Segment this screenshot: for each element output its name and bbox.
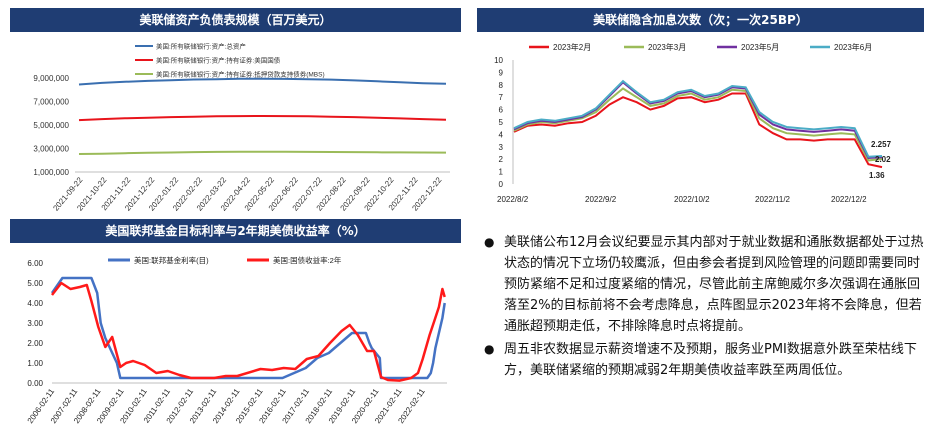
- y-tick-label: 6.00: [27, 259, 43, 268]
- y-tick-label: 5: [499, 118, 504, 127]
- legend-label: 2023年5月: [741, 42, 779, 52]
- y-tick-label: 4.00: [27, 299, 43, 308]
- x-tick-label: 2022/8/2: [497, 195, 529, 204]
- annotation-label: 2.02: [875, 155, 891, 164]
- y-tick-label: 2: [499, 155, 504, 164]
- series-line: [78, 150, 447, 155]
- x-tick-label: 2022/10/2: [674, 195, 710, 204]
- legend-label: 2023年3月: [648, 42, 686, 52]
- hikes-chart: 2023年2月 2023年3月 2023年5月 2023年6月 0 1 2 3 4 5 6 7 8 9 10…: [494, 42, 892, 204]
- balance-chart: 美国:所有联储银行:资产:总资产美国:所有联储银行:资产:持有证券:美国国债美国…: [33, 42, 450, 213]
- y-tick-label: 5,000,000: [33, 121, 69, 130]
- x-tick-label: 2022/11/2: [755, 195, 791, 204]
- legend-label: 美国:所有联储银行:资产:持有证券:抵押贷款支持债券(MBS): [156, 70, 325, 79]
- y-tick-label: 1,000,000: [33, 168, 69, 177]
- y-tick-label: 0: [499, 180, 504, 189]
- y-tick-label: 2.00: [27, 339, 43, 348]
- y-tick-label: 6: [499, 106, 504, 115]
- series-line: [513, 80, 883, 160]
- series-line: [78, 77, 447, 86]
- x-tick-label: 2022/12/2: [831, 195, 867, 204]
- y-tick-label: 7,000,000: [33, 98, 69, 107]
- x-tick-label: 2022/9/2: [585, 195, 617, 204]
- y-tick-label: 10: [494, 56, 503, 65]
- bullet-dot-icon: ●: [484, 342, 495, 356]
- bullet-item: ● 周五非农数据显示薪资增速不及预期，服务业PMI数据意外跌至荣枯线下方，美联储紧…: [478, 339, 924, 381]
- series-line: [513, 87, 883, 162]
- bullet-text: 周五非农数据显示薪资增速不及预期，服务业PMI数据意外跌至荣枯线下方，美联储紧缩…: [504, 342, 917, 378]
- y-tick-label: 5.00: [27, 279, 43, 288]
- hikes-header: 美联储隐含加息次数（次；一次25BP）: [477, 8, 924, 32]
- bullet-text: 美联储公布12月会议纪要显示其内部对于就业数据和通胀数据都处于过热状态的情况下立…: [504, 235, 924, 334]
- annotation-label: 1.36: [869, 171, 885, 180]
- y-tick-label: 9,000,000: [33, 74, 69, 83]
- legend-label: 美国:所有联储银行:资产:持有证券:美国国债: [156, 56, 281, 65]
- rates-chart: 美国:联邦基金利率(目) 美国:国债收益率:2年 0.00 1.00 2.00 3.00 4…: [26, 255, 447, 425]
- legend-label: 2023年6月: [834, 42, 872, 52]
- legend-label: 美国:所有联储银行:资产:总资产: [156, 42, 246, 51]
- y-tick-label: 3.00: [27, 319, 43, 328]
- commentary: ● 美联储公布12月会议纪要显示其内部对于就业数据和通胀数据都处于过热状态的情况下…: [478, 232, 924, 381]
- y-tick-label: 8: [499, 81, 504, 90]
- series-line: [513, 79, 883, 158]
- series-line: [50, 276, 446, 380]
- balance-header: 美联储资产负债表规模（百万美元）: [10, 8, 461, 32]
- annotation-label: 2.257: [871, 140, 892, 149]
- series-line: [78, 114, 447, 122]
- series-line: [513, 92, 883, 169]
- y-tick-label: 0.00: [27, 379, 43, 388]
- y-tick-label: 1: [499, 168, 504, 177]
- legend-label: 2023年2月: [553, 42, 591, 52]
- y-tick-label: 4: [499, 130, 504, 139]
- legend-label: 美国:联邦基金利率(目): [134, 255, 209, 265]
- y-tick-label: 9: [499, 68, 504, 77]
- bullet-item: ● 美联储公布12月会议纪要显示其内部对于就业数据和通胀数据都处于过热状态的情况下…: [478, 232, 924, 337]
- legend-label: 美国:国债收益率:2年: [273, 255, 342, 265]
- y-tick-label: 1.00: [27, 359, 43, 368]
- y-tick-label: 3: [499, 143, 504, 152]
- series-line: [51, 281, 446, 382]
- y-tick-label: 3,000,000: [33, 145, 69, 154]
- rates-header: 美国联邦基金目标利率与2年期美债收益率（%）: [10, 219, 461, 243]
- bullet-dot-icon: ●: [484, 235, 495, 249]
- y-tick-label: 7: [499, 93, 504, 102]
